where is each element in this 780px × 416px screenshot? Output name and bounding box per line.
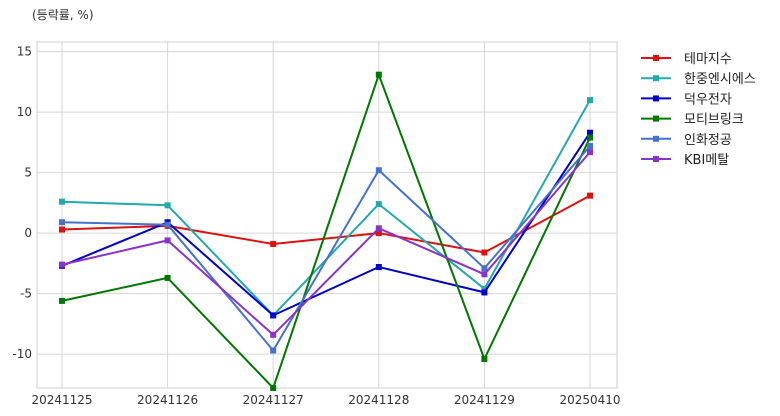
legend-marker: [653, 55, 659, 61]
legend-marker: [653, 135, 659, 142]
data-point: [481, 355, 488, 362]
y-tick-label: 5: [24, 166, 32, 180]
legend-marker: [653, 95, 659, 102]
data-point: [270, 241, 277, 248]
x-tick-label: 20241126: [137, 393, 198, 407]
legend-marker: [653, 156, 659, 162]
data-point: [375, 225, 382, 232]
series-2: [59, 97, 593, 319]
data-point: [587, 134, 593, 141]
y-tick-label: 0: [24, 226, 32, 240]
data-point: [270, 385, 277, 391]
data-point: [164, 237, 171, 244]
data-point: [164, 221, 171, 228]
legend-item: 덕우전자: [641, 92, 732, 107]
legend-marker: [653, 75, 659, 82]
data-point: [375, 264, 382, 271]
data-point: [587, 149, 593, 156]
data-point: [375, 201, 382, 208]
data-point: [375, 167, 382, 174]
data-point: [59, 226, 65, 233]
legend-label: 한중엔시에스: [684, 72, 756, 87]
y-tick-label: -10: [12, 347, 32, 361]
data-point: [164, 202, 171, 209]
series-4: [59, 71, 593, 391]
y-tick-label: 15: [17, 45, 32, 59]
series-lines: [59, 71, 593, 391]
data-point: [59, 219, 65, 226]
data-point: [59, 261, 65, 268]
data-point: [59, 297, 65, 304]
data-point: [587, 192, 593, 199]
x-axis: 20241125 20241126 20241127 20241128 20241129…: [31, 393, 620, 407]
data-point: [481, 285, 488, 292]
legend-item: KBI메탈: [641, 153, 729, 168]
unit-label: (등락률, %): [32, 8, 94, 22]
x-tick-label: 20241128: [348, 393, 409, 407]
x-tick-label: 20241127: [243, 393, 304, 407]
legend-item: 테마지수: [641, 52, 732, 67]
data-point: [59, 198, 65, 205]
x-tick-label: 20241125: [31, 393, 92, 407]
data-point: [587, 129, 593, 136]
legend-item: 인화정공: [641, 133, 732, 148]
series-5: [59, 143, 593, 354]
legend-label: 인화정공: [684, 133, 732, 148]
x-tick-label: 20250410: [559, 393, 620, 407]
y-tick-label: -5: [20, 287, 32, 301]
series-line: [61, 151, 591, 336]
data-point: [270, 312, 277, 319]
series-6: [59, 149, 593, 338]
data-point: [587, 143, 593, 150]
legend-item: 모티브링크: [641, 113, 744, 128]
data-point: [270, 331, 277, 338]
series-line: [61, 194, 591, 254]
data-point: [164, 274, 171, 281]
legend-label: 덕우전자: [684, 92, 732, 107]
data-point: [481, 249, 488, 256]
data-point: [481, 289, 488, 296]
data-point: [375, 230, 382, 237]
legend-label: KBI메탈: [684, 153, 729, 168]
y-axis: -10 -5 0 5 10 15: [12, 45, 32, 361]
legend-label: 테마지수: [684, 52, 732, 67]
data-point: [587, 97, 593, 104]
data-point: [270, 347, 277, 354]
legend-item: 한중엔시에스: [641, 72, 756, 87]
plot-frame: [36, 41, 618, 389]
data-point: [481, 265, 488, 272]
legend-label: 모티브링크: [684, 113, 744, 128]
series-line: [61, 73, 591, 389]
y-tick-label: 10: [17, 105, 32, 119]
legend-marker: [653, 115, 659, 122]
series-line: [61, 132, 591, 317]
x-tick-label: 20241129: [454, 393, 515, 407]
data-point: [375, 71, 382, 78]
series-line: [61, 145, 591, 352]
data-point: [481, 271, 488, 278]
